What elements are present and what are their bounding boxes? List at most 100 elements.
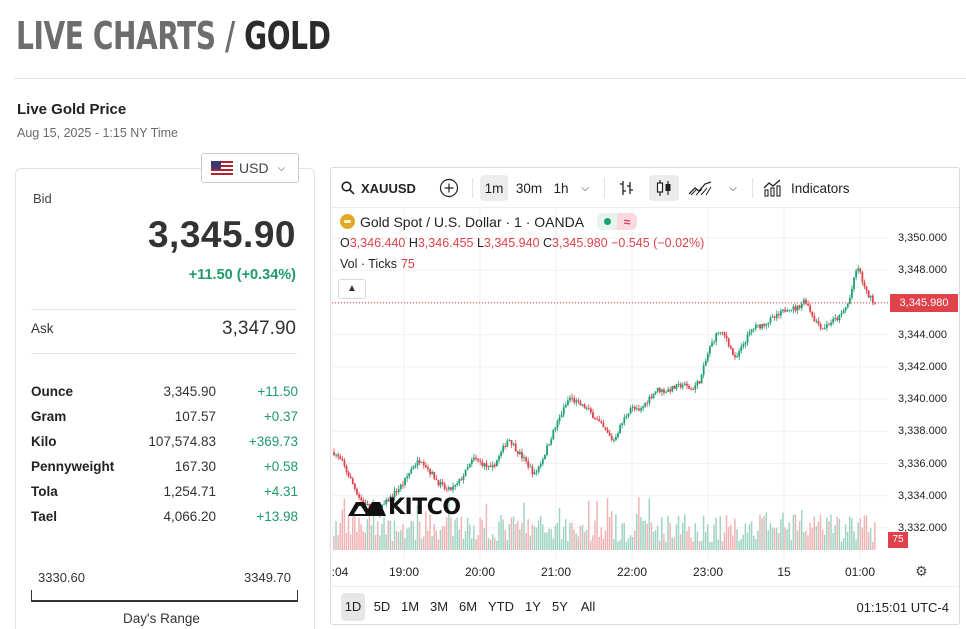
candle-body bbox=[788, 310, 791, 311]
range-3m[interactable]: 3M bbox=[429, 599, 449, 614]
price-axis[interactable]: 3,350.0003,348.0003,346.0003,344.0003,34… bbox=[888, 208, 959, 560]
candle-body bbox=[631, 406, 634, 409]
volume-bar bbox=[807, 535, 809, 550]
volume-bar bbox=[525, 532, 527, 550]
price-chart-canvas[interactable] bbox=[332, 208, 888, 560]
volume-bar bbox=[857, 522, 859, 550]
volume-bar bbox=[475, 539, 477, 550]
ask-label: Ask bbox=[31, 321, 54, 336]
volume-bar bbox=[554, 525, 557, 550]
candle-body bbox=[821, 328, 824, 330]
candle-body bbox=[349, 476, 352, 479]
candle-body bbox=[391, 496, 394, 498]
range-1y[interactable]: 1Y bbox=[525, 599, 541, 614]
volume-bar bbox=[351, 516, 354, 550]
candle-body bbox=[633, 406, 636, 410]
volume-bar bbox=[633, 530, 636, 550]
candle-body bbox=[640, 408, 642, 411]
candle-body bbox=[775, 314, 778, 318]
volume-bar bbox=[521, 523, 523, 550]
days-range-bar bbox=[31, 590, 298, 602]
divider bbox=[31, 353, 297, 354]
area-style-button[interactable] bbox=[686, 175, 714, 201]
interval-1h[interactable]: 1h bbox=[553, 180, 569, 196]
volume-bar bbox=[587, 500, 590, 550]
chart-style-dropdown[interactable]: ⌵ bbox=[725, 175, 741, 201]
volume-bar bbox=[385, 534, 387, 550]
bars-style-button[interactable] bbox=[614, 175, 640, 201]
candle-body bbox=[587, 407, 590, 409]
price-axis-label: 3,334.000 bbox=[898, 489, 947, 502]
candle-body bbox=[738, 351, 741, 357]
candle-body bbox=[602, 422, 605, 428]
candle-body bbox=[665, 391, 667, 393]
collapse-legend-button[interactable]: ▲ bbox=[338, 279, 366, 299]
range-1d[interactable]: 1D bbox=[341, 593, 365, 621]
candle-body bbox=[744, 342, 747, 345]
candle-body bbox=[688, 385, 690, 389]
interval-30m[interactable]: 30m bbox=[515, 180, 543, 196]
volume-bar bbox=[849, 516, 851, 550]
range-5y[interactable]: 5Y bbox=[552, 599, 568, 614]
candle-body bbox=[792, 306, 795, 310]
volume-bar bbox=[821, 529, 824, 550]
candle-body bbox=[679, 383, 682, 388]
unit-value: 107,574.83 bbox=[148, 434, 216, 449]
volume-bar bbox=[801, 510, 803, 550]
candle-body bbox=[470, 459, 473, 464]
range-6m[interactable]: 6M bbox=[458, 599, 478, 614]
candles-style-button[interactable] bbox=[649, 175, 679, 201]
candle-body bbox=[362, 500, 365, 502]
volume-bar bbox=[389, 520, 392, 550]
candle-body bbox=[700, 374, 703, 384]
volume-bar bbox=[709, 541, 711, 550]
volume-bar bbox=[646, 523, 648, 550]
candle-body bbox=[677, 383, 680, 385]
candle-body bbox=[807, 303, 809, 306]
candle-body bbox=[592, 412, 594, 419]
candle-body bbox=[771, 316, 774, 318]
volume-bar bbox=[535, 527, 538, 550]
volume-bar bbox=[780, 519, 782, 550]
candle-body bbox=[836, 317, 839, 321]
volume-bar bbox=[861, 527, 864, 550]
chart-settings-button[interactable]: ⚙ bbox=[915, 563, 928, 580]
volume-bar bbox=[439, 529, 442, 550]
range-all[interactable]: All bbox=[580, 599, 596, 614]
volume-bar bbox=[828, 521, 830, 550]
range-ytd[interactable]: YTD bbox=[488, 599, 514, 614]
indicators-icon bbox=[763, 179, 781, 197]
ohlc-low-key: L bbox=[476, 236, 484, 250]
currency-select[interactable]: USD ⌵ bbox=[201, 153, 299, 183]
candle-body bbox=[734, 355, 736, 358]
volume-bar bbox=[602, 538, 605, 550]
candle-body bbox=[575, 400, 578, 403]
chart-clock[interactable]: 01:15:01 UTC-4 bbox=[856, 600, 950, 615]
volume-bar bbox=[836, 516, 838, 550]
candle-body bbox=[673, 386, 676, 389]
volume-bar bbox=[596, 500, 598, 550]
candle-body bbox=[596, 419, 599, 421]
candle-body bbox=[408, 473, 411, 477]
volume-bar bbox=[771, 527, 774, 550]
volume-bar bbox=[577, 536, 580, 550]
volume-bar bbox=[625, 541, 628, 550]
volume-bar bbox=[763, 516, 765, 550]
time-axis-label: :04 bbox=[331, 565, 349, 579]
range-1m[interactable]: 1M bbox=[400, 599, 420, 614]
indicators-button[interactable]: Indicators bbox=[763, 175, 850, 201]
volume-bar bbox=[700, 540, 703, 550]
volume-bar bbox=[500, 514, 502, 550]
candle-body bbox=[498, 456, 500, 461]
unit-row-pennyweight: Pennyweight 167.30 +0.58 bbox=[31, 456, 299, 481]
symbol-search-button[interactable]: XAUUSD bbox=[341, 175, 416, 201]
candle-body bbox=[525, 457, 528, 462]
bid-label: Bid bbox=[33, 191, 52, 206]
compare-button[interactable] bbox=[439, 175, 459, 201]
interval-dropdown[interactable]: ⌵ bbox=[577, 175, 593, 201]
interval-1m[interactable]: 1m bbox=[480, 175, 508, 201]
range-5d[interactable]: 5D bbox=[373, 599, 391, 614]
time-axis[interactable]: :04 19:00 20:00 21:00 22:00 23:00 15 01:00 bbox=[332, 560, 888, 582]
volume-bar bbox=[395, 530, 398, 550]
volume-bar bbox=[585, 529, 588, 550]
